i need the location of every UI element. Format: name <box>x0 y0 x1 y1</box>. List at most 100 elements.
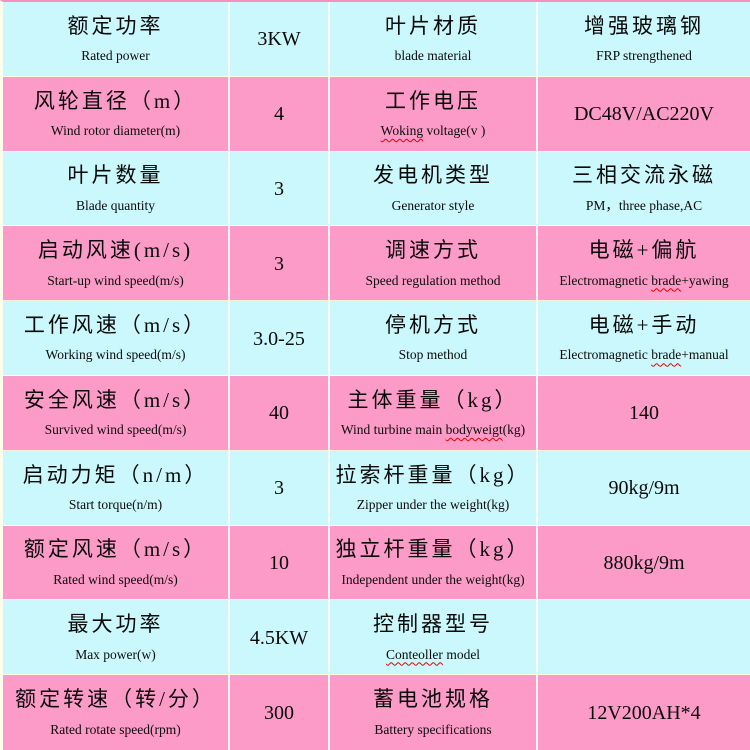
label-text: Electromagnetic <box>559 347 652 363</box>
value-cell-left: 3 <box>230 450 330 525</box>
table-row: 额定功率 Rated power 3KW 叶片材质 blade material… <box>3 2 750 77</box>
table-row: 安全风速（m/s） Survived wind speed(m/s) 40 主体… <box>3 376 750 451</box>
param-cell-right: 调速方式 Speed regulation method <box>330 226 538 301</box>
param-label-en: blade material <box>395 48 472 64</box>
value-cell-left: 300 <box>230 675 330 750</box>
label-text: FRP strengthened <box>596 48 692 64</box>
value-cell-right: 电磁+手动 Electromagnetic brade+manual <box>538 301 750 375</box>
label-text: PM，three phase,AC <box>585 197 703 213</box>
value-cell-left: 40 <box>230 376 330 450</box>
table-row: 额定风速（m/s） Rated wind speed(m/s) 10 独立杆重量… <box>3 525 750 601</box>
misspelled-word: brade <box>651 272 682 288</box>
label-text: Wind turbine main <box>340 422 446 438</box>
cell-value: 90kg/9m <box>608 477 680 500</box>
param-cell-left: 安全风速（m/s） Survived wind speed(m/s) <box>3 376 230 450</box>
label-text: Speed regulation method <box>365 272 501 288</box>
cell-value: 12V200AH*4 <box>587 702 701 725</box>
param-label-en: Independent under the weight(kg) <box>341 571 525 588</box>
param-label-zh: 拉索杆重量（kg） <box>335 462 531 487</box>
param-label-en: Conteoller model <box>385 646 480 663</box>
value-cell-right <box>538 600 750 674</box>
value-cell-left: 4 <box>230 76 330 151</box>
label-text: Working wind speed(m/s) <box>45 347 186 363</box>
param-cell-right: 控制器型号 Conteoller model <box>330 600 538 675</box>
value-cell-left: 3 <box>230 151 330 226</box>
label-text: Independent under the weight(kg) <box>341 571 525 587</box>
misspelled-word: bodyweigt <box>445 422 503 438</box>
param-label-en: Max power(w) <box>75 647 156 663</box>
param-label-zh: 独立杆重量（kg） <box>335 537 531 562</box>
param-cell-right: 独立杆重量（kg） Independent under the weight(k… <box>330 525 538 600</box>
value-cell-right: 增强玻璃钢 FRP strengthened <box>538 2 750 76</box>
label-text: Generator style <box>391 197 475 213</box>
param-label-en: Rated wind speed(m/s) <box>53 572 177 588</box>
param-cell-left: 额定风速（m/s） Rated wind speed(m/s) <box>3 525 230 600</box>
label-text: Stop method <box>398 347 468 363</box>
param-label-zh: 额定转速（转/分） <box>15 687 216 712</box>
value-label-zh: 电磁+偏航 <box>588 238 700 263</box>
param-cell-right: 叶片材质 blade material <box>330 2 538 76</box>
param-cell-left: 工作风速（m/s） Working wind speed(m/s) <box>3 301 230 375</box>
value-label-en: PM，three phase,AC <box>585 197 703 214</box>
misspelled-word: Conteoller <box>385 646 443 662</box>
param-label-zh: 安全风速（m/s） <box>23 387 208 412</box>
cell-value: 3.0-25 <box>253 327 305 350</box>
param-label-en: Woking voltage(v ) <box>381 123 486 139</box>
param-label-en: Generator style <box>391 197 475 214</box>
value-cell-right: 电磁+偏航 Electromagnetic brade+yawing <box>538 226 750 300</box>
value-label-en: FRP strengthened <box>596 48 692 64</box>
value-cell-right: DC48V/AC220V <box>538 77 750 151</box>
value-cell-right: 140 <box>538 376 750 450</box>
value-label-zh: 电磁+手动 <box>588 312 700 337</box>
param-label-zh: 风轮直径（m） <box>33 88 198 113</box>
param-cell-right: 主体重量（kg） Wind turbine main bodyweigt(kg) <box>330 376 538 450</box>
param-label-zh: 工作风速（m/s） <box>23 312 208 337</box>
param-cell-left: 最大功率 Max power(w) <box>3 600 230 675</box>
label-text: Zipper under the weight(kg) <box>356 497 510 513</box>
param-label-en: Start-up wind speed(m/s) <box>47 272 184 289</box>
value-cell-right: 880kg/9m <box>538 526 750 600</box>
param-cell-right: 发电机类型 Generator style <box>330 151 538 226</box>
table-row: 工作风速（m/s） Working wind speed(m/s) 3.0-25… <box>3 301 750 376</box>
param-cell-left: 额定功率 Rated power <box>3 2 230 76</box>
param-label-zh: 主体重量（kg） <box>347 387 519 412</box>
label-text: Rated power <box>81 48 150 64</box>
table-row: 风轮直径（m） Wind rotor diameter(m) 4 工作电压 Wo… <box>3 76 750 152</box>
label-text: Electromagnetic <box>559 272 652 288</box>
label-text: Start torque(n/m) <box>68 497 163 513</box>
param-cell-right: 拉索杆重量（kg） Zipper under the weight(kg) <box>330 450 538 525</box>
param-label-zh: 停机方式 <box>385 312 481 337</box>
param-label-en: Rated power <box>81 48 150 64</box>
cell-value: 3 <box>274 477 284 500</box>
param-label-en: Battery specifications <box>374 722 491 738</box>
cell-value: 3 <box>274 252 284 275</box>
cell-value: 40 <box>269 402 289 425</box>
param-label-zh: 蓄电池规格 <box>373 687 493 712</box>
cell-value: 3 <box>274 177 284 200</box>
param-label-en: Working wind speed(m/s) <box>46 348 186 363</box>
table-row: 启动风速(m/s) Start-up wind speed(m/s) 3 调速方… <box>3 226 750 302</box>
cell-value: 4.5KW <box>249 626 309 649</box>
param-label-en: Blade quantity <box>75 197 156 214</box>
table-row: 最大功率 Max power(w) 4.5KW 控制器型号 Conteoller… <box>3 600 750 676</box>
label-text: +manual <box>681 347 729 363</box>
label-text: Rated rotate speed(rpm) <box>50 722 181 738</box>
param-label-zh: 发电机类型 <box>373 163 493 188</box>
cell-value: 4 <box>274 103 284 126</box>
param-label-en: Speed regulation method <box>365 272 501 289</box>
value-cell-right: 12V200AH*4 <box>538 675 750 750</box>
cell-value: DC48V/AC220V <box>573 103 714 126</box>
param-label-zh: 工作电压 <box>385 88 481 113</box>
label-text: Blade quantity <box>75 197 156 213</box>
param-label-zh: 控制器型号 <box>373 612 493 637</box>
value-label-zh: 增强玻璃钢 <box>584 13 704 38</box>
param-cell-right: 工作电压 Woking voltage(v ) <box>330 76 538 151</box>
value-label-en: Electromagnetic brade+manual <box>559 348 728 363</box>
table-row: 启动力矩（n/m） Start torque(n/m) 3 拉索杆重量（kg） … <box>3 450 750 526</box>
value-label-zh: 三相交流永磁 <box>572 163 716 188</box>
label-text: Start-up wind speed(m/s) <box>47 272 184 288</box>
param-label-zh: 启动风速(m/s) <box>37 238 194 263</box>
param-label-zh: 叶片数量 <box>67 163 164 188</box>
value-cell-right: 三相交流永磁 PM，three phase,AC <box>538 152 750 226</box>
